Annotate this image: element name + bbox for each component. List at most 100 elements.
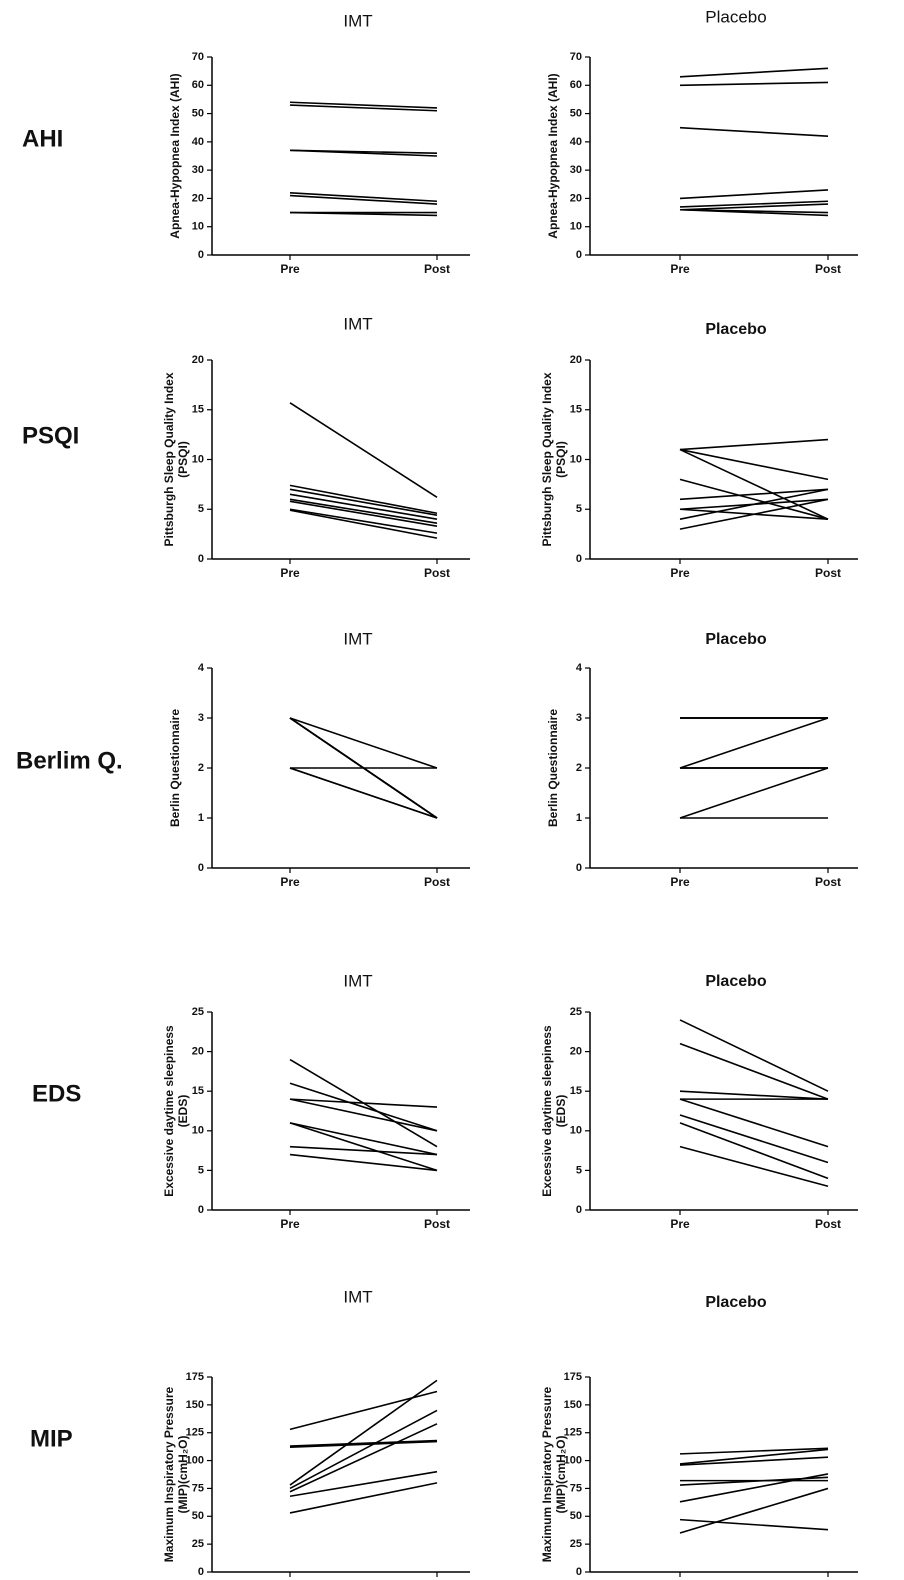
y-tick-label: 0 bbox=[198, 1566, 204, 1578]
chart-title: IMT bbox=[343, 971, 372, 990]
data-line bbox=[289, 508, 438, 534]
y-tick-label: 0 bbox=[198, 553, 204, 565]
x-tick-label: Post bbox=[424, 262, 450, 276]
y-tick-label: 10 bbox=[570, 1125, 582, 1137]
data-line bbox=[289, 1379, 438, 1486]
y-axis-label: Berlin Questionnaire bbox=[546, 709, 560, 827]
x-tick-label: Pre bbox=[280, 875, 300, 889]
data-line bbox=[289, 1098, 438, 1132]
x-tick-label: Post bbox=[424, 875, 450, 889]
chart-title: Placebo bbox=[705, 7, 766, 26]
data-line bbox=[289, 767, 438, 819]
y-axis-label: Excessive daytime sleepiness bbox=[162, 1025, 176, 1197]
data-line bbox=[289, 1390, 438, 1431]
y-tick-label: 15 bbox=[192, 1085, 204, 1097]
data-line bbox=[289, 717, 438, 769]
y-tick-label: 0 bbox=[576, 1204, 582, 1216]
data-line bbox=[289, 149, 438, 157]
y-tick-label: 50 bbox=[570, 107, 582, 119]
y-tick-label: 75 bbox=[192, 1482, 204, 1494]
data-line bbox=[679, 1090, 829, 1100]
y-tick-label: 125 bbox=[186, 1427, 204, 1439]
y-tick-label: 150 bbox=[564, 1399, 582, 1411]
chart-title: IMT bbox=[343, 629, 372, 648]
data-line bbox=[289, 484, 438, 515]
data-line bbox=[289, 1098, 438, 1108]
data-line bbox=[289, 194, 438, 205]
y-tick-label: 100 bbox=[564, 1454, 582, 1466]
data-line bbox=[679, 1473, 829, 1503]
chart-title: IMT bbox=[343, 11, 372, 30]
data-line bbox=[289, 498, 438, 524]
data-line bbox=[289, 1145, 438, 1156]
data-line bbox=[289, 493, 438, 520]
y-axis-label: (MIP)(cmH₂O) bbox=[554, 1436, 568, 1514]
y-tick-label: 125 bbox=[564, 1427, 582, 1439]
x-tick-label: Post bbox=[815, 566, 841, 580]
data-line bbox=[679, 448, 829, 481]
y-axis-label: Berlin Questionnaire bbox=[168, 709, 182, 827]
chart-title: Placebo bbox=[705, 321, 767, 338]
data-line bbox=[289, 104, 438, 112]
y-tick-label: 25 bbox=[570, 1006, 582, 1018]
y-tick-label: 100 bbox=[186, 1454, 204, 1466]
data-line bbox=[679, 1098, 829, 1148]
y-tick-label: 0 bbox=[198, 862, 204, 874]
y-tick-label: 0 bbox=[198, 1204, 204, 1216]
data-line bbox=[679, 1145, 829, 1188]
data-line bbox=[679, 1448, 829, 1465]
y-tick-label: 25 bbox=[192, 1006, 204, 1018]
x-tick-label: Pre bbox=[670, 566, 690, 580]
y-tick-label: 10 bbox=[570, 453, 582, 465]
data-line bbox=[289, 1122, 438, 1156]
y-tick-label: 25 bbox=[570, 1538, 582, 1550]
y-axis-label: (MIP)(cmH₂O) bbox=[176, 1436, 190, 1514]
data-line bbox=[289, 1470, 438, 1498]
y-axis-label: Maximum Inspiratory Pressure bbox=[162, 1386, 176, 1562]
data-line bbox=[679, 488, 829, 501]
y-tick-label: 20 bbox=[570, 354, 582, 366]
data-line bbox=[289, 1439, 438, 1447]
y-tick-label: 1 bbox=[198, 812, 204, 824]
data-line bbox=[679, 81, 829, 87]
data-line bbox=[289, 1482, 438, 1514]
data-line bbox=[289, 211, 438, 217]
chart-title: Placebo bbox=[705, 631, 767, 648]
data-line bbox=[679, 448, 829, 520]
y-tick-label: 5 bbox=[198, 1164, 204, 1176]
data-line bbox=[679, 1042, 829, 1100]
data-line bbox=[679, 1019, 829, 1092]
y-tick-label: 175 bbox=[564, 1371, 582, 1383]
data-line bbox=[679, 498, 829, 530]
y-tick-label: 10 bbox=[192, 1125, 204, 1137]
y-tick-label: 10 bbox=[192, 453, 204, 465]
y-tick-label: 2 bbox=[576, 762, 582, 774]
data-line bbox=[679, 1487, 829, 1534]
data-line bbox=[679, 1456, 829, 1466]
y-tick-label: 2 bbox=[198, 762, 204, 774]
y-tick-label: 75 bbox=[570, 1482, 582, 1494]
y-axis-label: (EDS) bbox=[176, 1095, 190, 1128]
y-tick-label: 60 bbox=[570, 79, 582, 91]
row-label: Berlim Q. bbox=[16, 747, 123, 774]
y-tick-label: 3 bbox=[576, 712, 582, 724]
y-tick-label: 0 bbox=[576, 1566, 582, 1578]
data-line bbox=[679, 1122, 829, 1180]
row-label: MIP bbox=[30, 1425, 73, 1452]
x-tick-label: Pre bbox=[670, 1217, 690, 1231]
x-tick-label: Post bbox=[815, 1217, 841, 1231]
data-line bbox=[679, 438, 829, 451]
y-tick-label: 5 bbox=[198, 503, 204, 515]
data-line bbox=[679, 203, 829, 211]
y-tick-label: 50 bbox=[192, 1510, 204, 1522]
data-line bbox=[679, 767, 829, 819]
x-tick-label: Pre bbox=[670, 262, 690, 276]
y-axis-label: Apnea-Hypopnea Index (AHI) bbox=[546, 73, 560, 238]
y-tick-label: 60 bbox=[192, 79, 204, 91]
data-line bbox=[679, 1114, 829, 1164]
y-tick-label: 70 bbox=[570, 51, 582, 63]
x-tick-label: Post bbox=[424, 566, 450, 580]
y-tick-label: 0 bbox=[198, 249, 204, 261]
y-tick-label: 10 bbox=[192, 221, 204, 233]
